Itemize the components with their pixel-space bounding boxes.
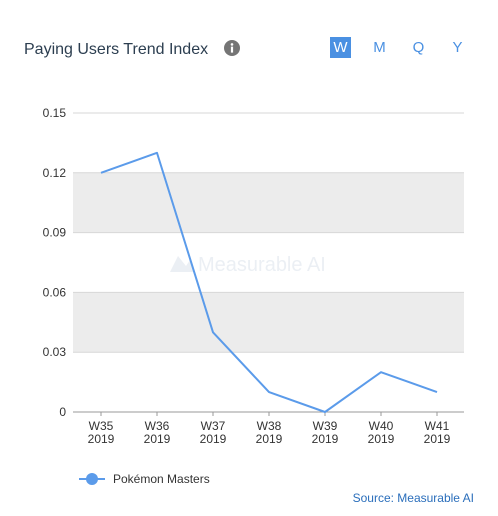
tab-quarter[interactable]: Q — [412, 39, 425, 56]
legend-label[interactable]: Pokémon Masters — [113, 472, 210, 486]
tab-month[interactable]: M — [373, 39, 386, 56]
y-tick-label: 0.12 — [43, 166, 67, 180]
x-axis-ticks: W35 2019 W36 2019 W37 2019 W38 2019 W39 2019 W40 20… — [88, 412, 451, 446]
tab-week[interactable]: W — [330, 37, 351, 58]
x-tick-label: W39 2019 — [312, 419, 339, 446]
x-tick-label: W38 2019 — [256, 419, 283, 446]
grid-bands — [73, 172, 464, 353]
legend: Pokémon Masters — [79, 472, 210, 486]
x-tick-label: W41 2019 — [424, 419, 451, 446]
grid-band — [73, 172, 464, 233]
x-tick-label: W36 2019 — [144, 419, 171, 446]
period-tabs: W M Q Y — [330, 37, 468, 58]
legend-swatch-icon — [79, 472, 105, 486]
data-point[interactable] — [209, 328, 217, 336]
y-tick-label: 0 — [59, 405, 66, 419]
watermark: Measurable AI — [170, 254, 326, 276]
y-tick-label: 0.06 — [43, 285, 67, 299]
data-point[interactable] — [377, 368, 385, 376]
x-tick-label: W37 2019 — [200, 419, 227, 446]
x-tick-label: W40 2019 — [368, 419, 395, 446]
series-pokemon-masters — [97, 149, 441, 416]
data-point[interactable] — [321, 408, 329, 416]
y-tick-label: 0.15 — [43, 106, 67, 120]
series-line — [100, 151, 438, 413]
source-link[interactable]: Source: Measurable AI — [352, 491, 474, 505]
watermark-text: Measurable AI — [198, 254, 326, 276]
data-point[interactable] — [153, 149, 161, 157]
x-tick-label: W35 2019 — [88, 419, 115, 446]
data-point[interactable] — [433, 388, 441, 396]
tab-year[interactable]: Y — [452, 39, 463, 56]
y-axis-ticks: 0 0.03 0.06 0.09 0.12 0.15 — [43, 106, 67, 419]
data-point[interactable] — [97, 169, 105, 177]
grid-band — [73, 292, 464, 353]
chart-title: Paying Users Trend Index — [24, 41, 209, 58]
y-tick-label: 0.09 — [43, 226, 67, 240]
watermark-logo-icon — [170, 256, 194, 272]
info-icon[interactable] — [224, 40, 240, 56]
data-point[interactable] — [265, 388, 273, 396]
y-tick-label: 0.03 — [43, 345, 67, 359]
